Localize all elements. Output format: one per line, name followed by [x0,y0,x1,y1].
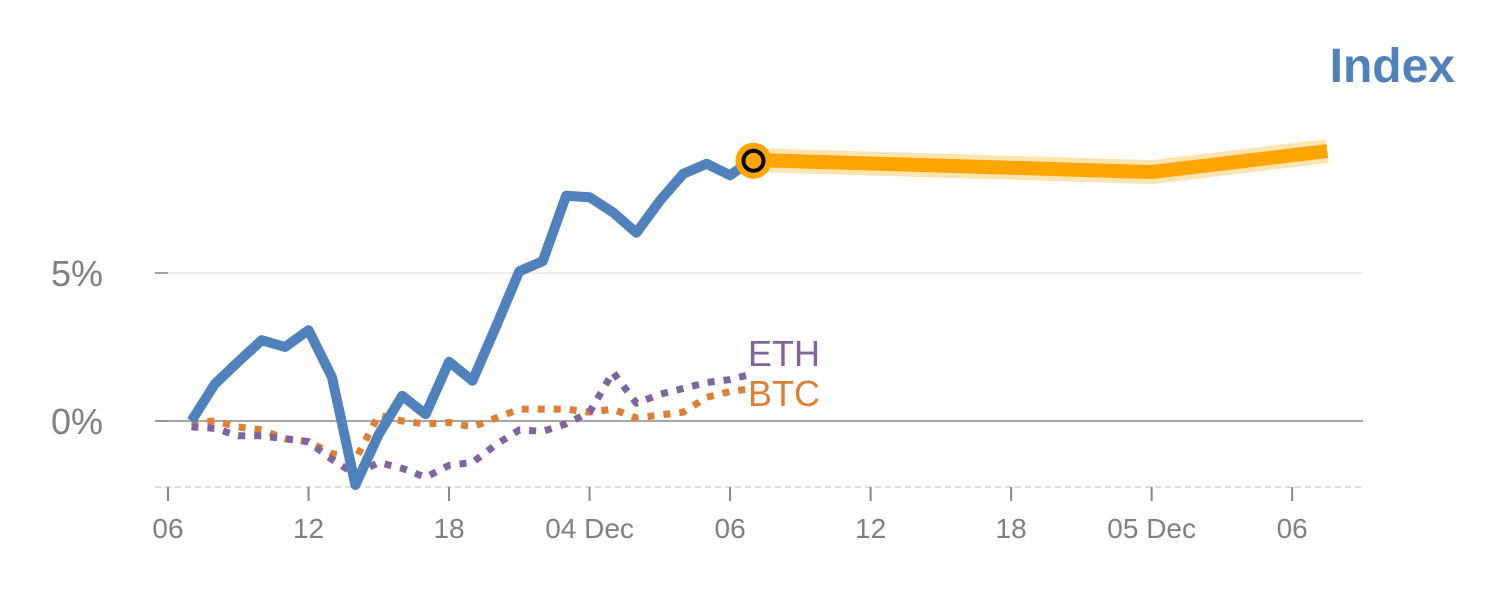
btc-label: BTC [748,373,820,414]
series-index-line [187,154,757,490]
x-tick-label: 12 [293,513,324,544]
x-tick-label: 06 [152,513,183,544]
chart-title: Index [1330,40,1456,93]
current-point-inner [741,148,766,173]
x-tick-label: 06 [1277,513,1308,544]
x-tick-label: 04 Dec [545,513,634,544]
forecast-line [753,144,1329,180]
x-tick-label: 12 [855,513,886,544]
series-btc-line [191,384,754,463]
x-tick-label: 05 Dec [1107,513,1196,544]
x-tick-label: 18 [996,513,1027,544]
y-tick-label: 0% [51,401,103,442]
eth-label: ETH [748,333,820,374]
x-tick-label: 06 [715,513,746,544]
series-eth-line [191,368,755,481]
x-tick-label: 18 [433,513,464,544]
y-tick-label: 5% [51,253,103,294]
